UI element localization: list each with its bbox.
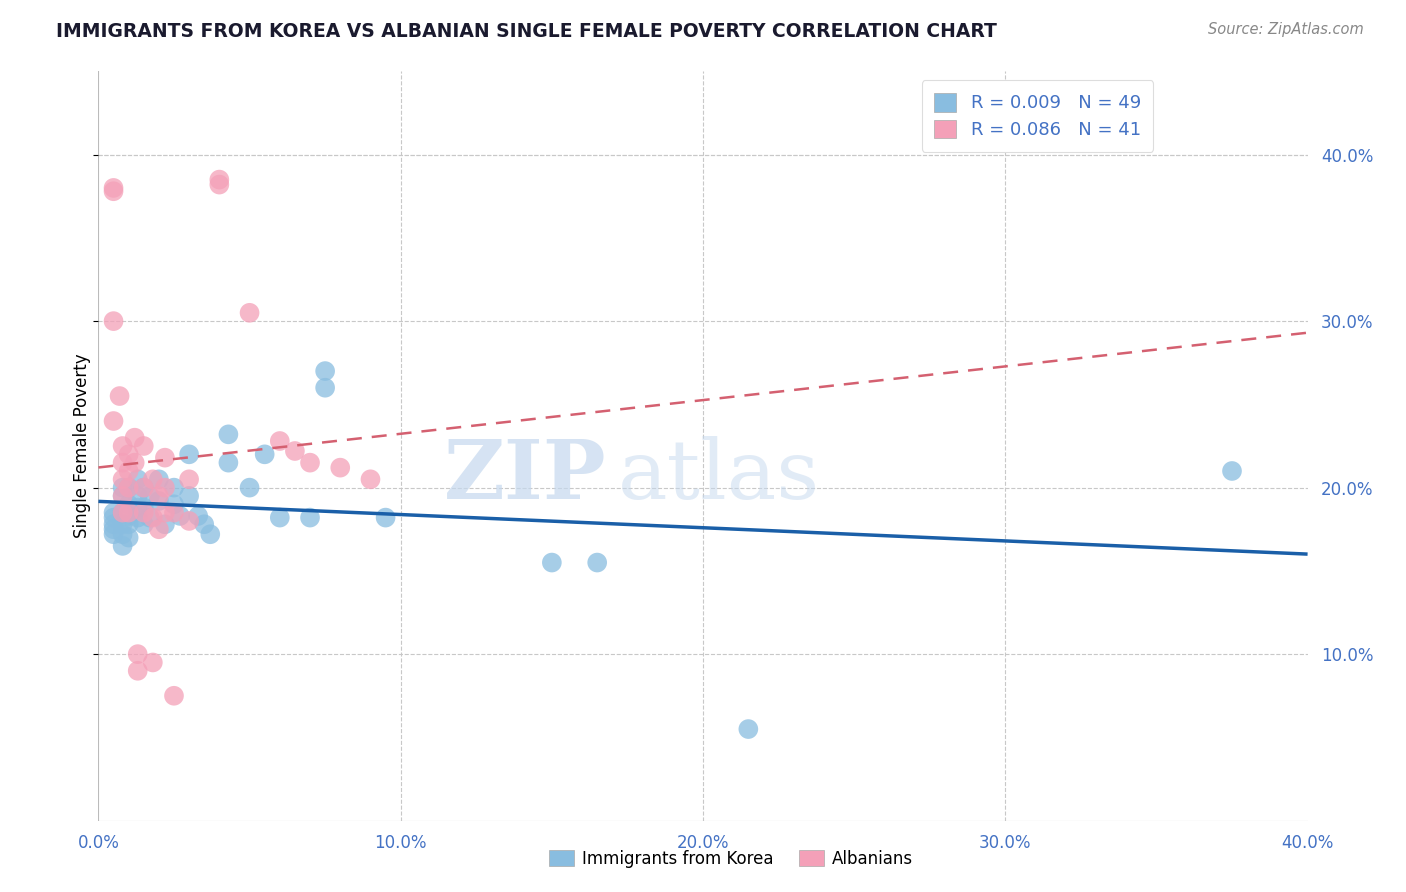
Point <box>269 434 291 448</box>
Point <box>132 481 155 495</box>
Point <box>111 489 134 503</box>
Point <box>111 481 134 495</box>
Text: IMMIGRANTS FROM KOREA VS ALBANIAN SINGLE FEMALE POVERTY CORRELATION CHART: IMMIGRANTS FROM KOREA VS ALBANIAN SINGLE… <box>56 22 997 41</box>
Point <box>111 439 134 453</box>
Point <box>142 510 165 524</box>
Point <box>118 481 141 495</box>
Point <box>737 722 759 736</box>
Point <box>153 517 176 532</box>
Point <box>132 517 155 532</box>
Point <box>148 522 170 536</box>
Point <box>118 464 141 478</box>
Point <box>124 456 146 470</box>
Point <box>111 539 134 553</box>
Point <box>1220 464 1243 478</box>
Point <box>217 427 239 442</box>
Point <box>208 178 231 192</box>
Point <box>153 481 176 495</box>
Point <box>179 489 201 503</box>
Point <box>111 527 134 541</box>
Point <box>111 517 134 532</box>
Point <box>103 527 125 541</box>
Legend: R = 0.009   N = 49, R = 0.086   N = 41: R = 0.009 N = 49, R = 0.086 N = 41 <box>922 80 1153 152</box>
Text: atlas: atlas <box>619 436 821 516</box>
Point <box>111 506 134 520</box>
Point <box>118 517 141 532</box>
Point <box>127 664 149 678</box>
Point <box>540 556 562 570</box>
Point <box>103 522 125 536</box>
Point <box>314 381 336 395</box>
Point <box>284 444 307 458</box>
Point <box>239 481 262 495</box>
Point <box>179 472 201 486</box>
Point <box>163 481 186 495</box>
Point <box>118 531 141 545</box>
Point <box>118 447 141 461</box>
Point <box>217 456 239 470</box>
Point <box>103 517 125 532</box>
Point <box>103 181 125 195</box>
Point <box>132 481 155 495</box>
Point <box>148 489 170 503</box>
Point <box>111 456 134 470</box>
Point <box>118 481 141 495</box>
Point <box>111 472 134 486</box>
Point <box>127 500 149 515</box>
Point <box>103 506 125 520</box>
Point <box>148 494 170 508</box>
Point <box>269 510 291 524</box>
Point <box>118 508 141 523</box>
Point <box>374 510 396 524</box>
Y-axis label: Single Female Poverty: Single Female Poverty <box>73 354 91 538</box>
Point <box>132 439 155 453</box>
Point <box>103 414 125 428</box>
Point <box>163 497 186 511</box>
Point <box>124 431 146 445</box>
Point <box>253 447 276 461</box>
Point <box>200 527 222 541</box>
Point <box>163 506 186 520</box>
Point <box>103 510 125 524</box>
Point <box>111 506 134 520</box>
Point <box>132 500 155 515</box>
Point <box>179 447 201 461</box>
Point <box>179 514 201 528</box>
Point <box>118 497 141 511</box>
Legend: Immigrants from Korea, Albanians: Immigrants from Korea, Albanians <box>543 844 920 875</box>
Point <box>163 689 186 703</box>
Point <box>127 472 149 486</box>
Point <box>132 506 155 520</box>
Point <box>108 389 131 403</box>
Point <box>127 510 149 524</box>
Point <box>193 517 215 532</box>
Point <box>586 556 609 570</box>
Point <box>127 647 149 661</box>
Point <box>142 656 165 670</box>
Point <box>142 472 165 486</box>
Point <box>314 364 336 378</box>
Point <box>299 510 322 524</box>
Point <box>299 456 322 470</box>
Point <box>329 460 352 475</box>
Point <box>139 489 162 503</box>
Point <box>127 489 149 503</box>
Point <box>169 508 191 523</box>
Point <box>111 489 134 503</box>
Text: Source: ZipAtlas.com: Source: ZipAtlas.com <box>1208 22 1364 37</box>
Point <box>139 510 162 524</box>
Point <box>208 172 231 186</box>
Point <box>360 472 382 486</box>
Point <box>148 472 170 486</box>
Point <box>103 184 125 198</box>
Point <box>103 314 125 328</box>
Point <box>187 508 209 523</box>
Point <box>118 506 141 520</box>
Point <box>153 450 176 465</box>
Point <box>239 306 262 320</box>
Text: ZIP: ZIP <box>444 436 606 516</box>
Point <box>153 506 176 520</box>
